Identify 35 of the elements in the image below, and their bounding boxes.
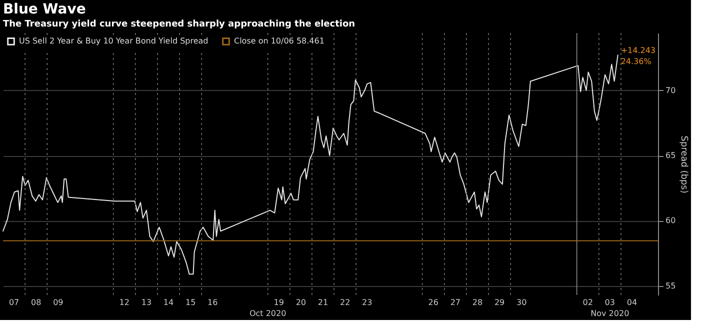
annotation: +14.243 [620,46,656,56]
y-axis-title: Spread (bps) [678,136,689,194]
x-tick-label: 02 [582,298,593,307]
x-tick-label: 22 [340,298,350,307]
line-series [2,54,618,275]
legend-label: Close on 10/06 58.461 [234,36,324,46]
annotation: 24.36% [620,57,652,66]
x-tick-label: 27 [450,298,461,307]
x-tick-label: 03 [604,298,615,307]
x-tick-label: 14 [163,298,174,307]
text: Nov 2020 [590,309,630,318]
x-tick-label: 09 [53,298,64,307]
x-tick-label: 04 [626,298,638,307]
chart-subtitle: The Treasury yield curve steepened sharply approaching the election [3,20,356,30]
x-tick-label: 16 [208,298,218,307]
y-tick-label: 60 [666,216,676,226]
x-tick-label: 19 [274,298,284,307]
x-tick-label: 12 [119,298,130,307]
x-tick-label: 13 [141,298,152,307]
legend-label: US Sell 2 Year & Buy 10 Year Bond Yield Spread [19,36,208,46]
x-tick-label: 23 [362,298,372,307]
x-tick-label: 28 [472,298,483,307]
x-tick-label: 07 [8,298,20,307]
chart-title: Blue Wave [3,2,86,18]
x-tick-label: 15 [185,298,196,307]
x-tick-label: 30 [516,298,527,307]
x-tick-label: 21 [318,298,328,307]
y-tick-label: 70 [666,86,676,95]
y-tick-label: 55 [666,281,676,290]
x-tick-label: 08 [31,298,42,307]
y-tick-label: 65 [666,151,676,160]
x-tick-label: 29 [494,298,505,307]
text: Oct 2020 [249,309,286,318]
x-tick-label: 26 [428,298,438,307]
x-tick-label: 20 [296,298,306,307]
